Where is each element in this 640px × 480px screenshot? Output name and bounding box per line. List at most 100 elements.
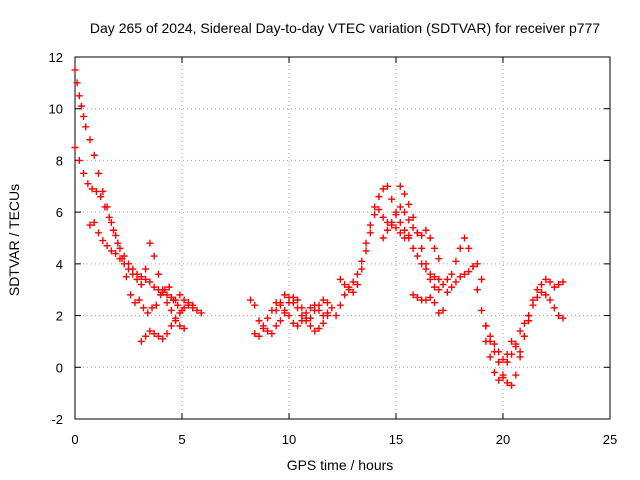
data-point [431, 283, 439, 291]
x-tick-label: 0 [71, 432, 78, 447]
data-point [157, 291, 165, 299]
x-tick-label: 25 [603, 432, 617, 447]
data-point [375, 206, 383, 214]
data-point [392, 224, 400, 232]
data-point [306, 304, 314, 312]
data-point [422, 226, 430, 234]
data-point [311, 306, 319, 314]
data-point [99, 237, 107, 245]
data-point [272, 322, 280, 330]
data-point [86, 136, 94, 144]
data-point [366, 221, 374, 229]
data-point [77, 102, 85, 110]
data-point [499, 371, 507, 379]
data-point [538, 281, 546, 289]
data-point [336, 275, 344, 283]
data-point [409, 213, 417, 221]
data-point [90, 218, 98, 226]
data-point [512, 371, 520, 379]
data-point [379, 185, 387, 193]
data-point [306, 314, 314, 322]
data-point [405, 231, 413, 239]
data-point [95, 169, 103, 177]
data-point [533, 293, 541, 301]
plot-frame [74, 56, 611, 420]
data-point [555, 281, 563, 289]
data-point [349, 288, 357, 296]
data-point [184, 299, 192, 307]
data-point [167, 306, 175, 314]
data-point [401, 234, 409, 242]
data-point [328, 304, 336, 312]
data-point [341, 281, 349, 289]
data-point [281, 309, 289, 317]
data-point [358, 257, 366, 265]
series-7 [272, 291, 332, 325]
data-point [362, 247, 370, 255]
data-point [456, 273, 464, 281]
data-point [555, 312, 563, 320]
data-point [159, 335, 167, 343]
data-point [137, 337, 145, 345]
y-tick-label: 8 [56, 153, 63, 168]
data-point [529, 296, 537, 304]
data-point [142, 265, 150, 273]
data-point [383, 226, 391, 234]
data-point [426, 293, 434, 301]
chart-title: Day 265 of 2024, Sidereal Day-to-day VTE… [90, 20, 600, 36]
data-point [259, 325, 267, 332]
data-point [409, 291, 417, 299]
data-point [503, 379, 511, 387]
data-point [473, 286, 481, 294]
data-point [542, 291, 550, 299]
data-point [542, 275, 550, 283]
data-point [452, 278, 460, 286]
data-point [144, 309, 152, 317]
data-point [371, 211, 379, 219]
data-point [110, 226, 118, 234]
data-point [302, 317, 310, 325]
data-point [154, 270, 162, 278]
data-point [418, 231, 426, 239]
data-point [435, 309, 443, 317]
data-point [362, 239, 370, 247]
data-point [163, 291, 171, 299]
data-point [116, 244, 124, 252]
data-point [88, 185, 96, 193]
data-point [559, 314, 567, 322]
data-point [366, 229, 374, 237]
data-point [443, 288, 451, 296]
data-point [294, 322, 302, 330]
data-point [71, 66, 79, 74]
data-point [409, 224, 417, 232]
data-point [508, 337, 516, 345]
data-point [82, 123, 90, 131]
data-point [75, 92, 83, 100]
x-tick-label: 20 [496, 432, 510, 447]
data-points [71, 66, 567, 389]
data-point [516, 327, 524, 335]
data-point [105, 213, 113, 221]
data-point [281, 291, 289, 299]
data-point [180, 296, 188, 304]
data-point [482, 337, 490, 345]
y-tick-label: 10 [49, 102, 63, 117]
data-point [396, 182, 404, 190]
y-tick-label: 0 [56, 360, 63, 375]
data-point [92, 187, 100, 195]
data-point [358, 265, 366, 273]
y-tick-labels: -2 0 2 4 6 8 10 12 [49, 50, 63, 427]
data-point [388, 195, 396, 203]
data-point [448, 270, 456, 278]
data-point [435, 275, 443, 283]
data-point [324, 299, 332, 307]
data-point [413, 252, 421, 260]
data-point [80, 112, 88, 120]
data-point [137, 273, 145, 281]
x-tick-label: 10 [282, 432, 296, 447]
data-point [353, 270, 361, 278]
data-point [120, 260, 128, 268]
series-2 [71, 144, 186, 317]
data-point [127, 291, 135, 299]
data-point [435, 286, 443, 294]
